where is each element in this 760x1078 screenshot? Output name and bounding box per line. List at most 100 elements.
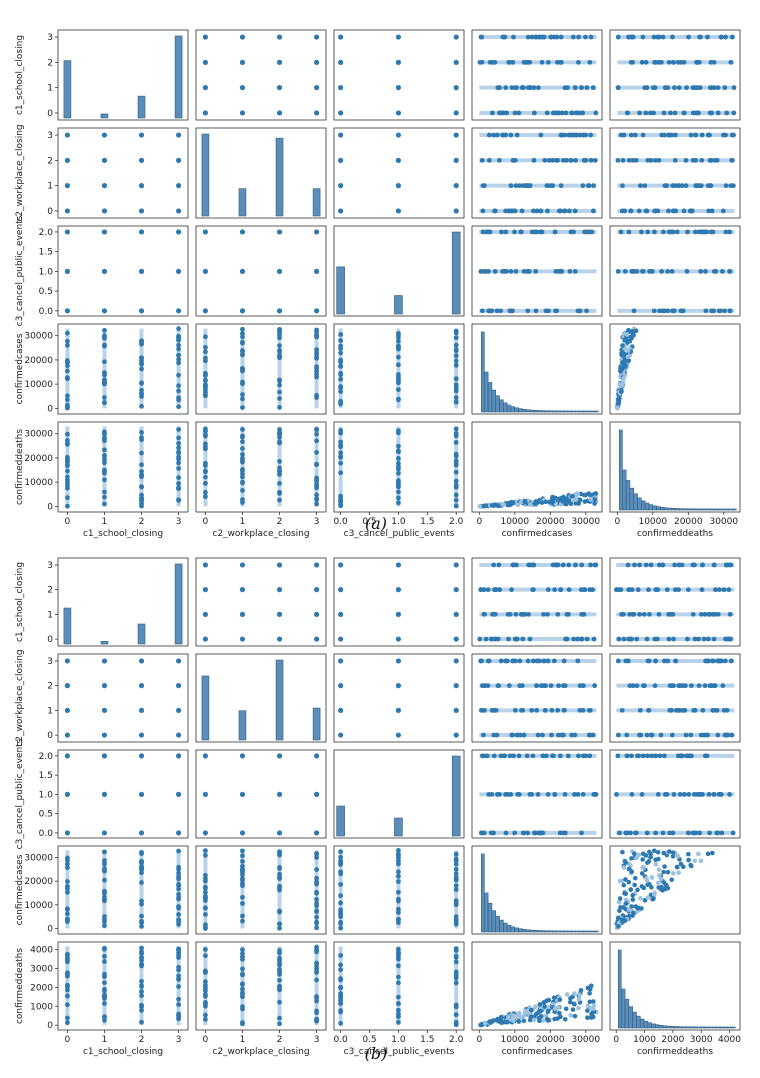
point — [615, 658, 621, 664]
panel-confirmeddeaths-vs-c3_cancel_public_events: 0.0 0.5 1.0 1.5 2.0c3_cancel_public_events — [333, 421, 465, 539]
point — [545, 611, 550, 617]
point — [203, 428, 208, 434]
point — [139, 394, 144, 399]
point — [617, 878, 623, 884]
x-axis-label: confirmeddeaths — [637, 1047, 713, 1057]
point — [692, 858, 697, 864]
panel-confirmedcases-vs-c2_workplace_closing — [195, 323, 327, 415]
x-tick-label: 4000 — [718, 1035, 741, 1045]
point — [101, 732, 108, 738]
hist-bar-tail — [506, 924, 512, 933]
point — [240, 981, 245, 987]
y-tick-label: 1 — [47, 610, 53, 620]
point — [203, 947, 208, 952]
point — [176, 848, 181, 854]
point — [715, 85, 721, 91]
point — [338, 384, 344, 389]
hist-bar-0 — [336, 266, 345, 315]
point — [65, 1020, 70, 1026]
x-axis-label: c2_workplace_closing — [212, 1047, 309, 1057]
point — [176, 874, 181, 879]
hist-bar-tail — [506, 404, 512, 413]
point — [396, 869, 401, 875]
point — [515, 502, 521, 508]
point — [585, 1003, 591, 1008]
point — [65, 376, 70, 382]
point — [641, 865, 647, 870]
point — [479, 658, 485, 664]
point — [685, 587, 691, 593]
point — [176, 357, 181, 362]
point — [139, 1004, 144, 1010]
panel-c1_school_closing-vs-c3_cancel_public_events — [333, 29, 465, 121]
point — [176, 886, 181, 892]
point — [566, 208, 572, 214]
point — [139, 978, 144, 984]
point — [102, 917, 107, 922]
point — [558, 587, 563, 593]
point — [313, 830, 320, 836]
point — [64, 732, 71, 738]
point — [526, 268, 532, 274]
point — [314, 1018, 319, 1024]
hist-bar-tail — [575, 930, 580, 933]
hist-bar-tail — [620, 988, 626, 1029]
panel-c3_cancel_public_events-vs-confirmeddeaths — [609, 749, 741, 839]
point — [614, 791, 619, 797]
point — [628, 132, 634, 138]
point — [519, 707, 524, 713]
caption-a: (a) — [365, 514, 387, 533]
point — [277, 886, 282, 891]
point — [660, 562, 665, 568]
point — [277, 957, 282, 963]
point — [240, 859, 245, 864]
point — [651, 892, 657, 898]
point — [395, 132, 402, 138]
point — [485, 658, 491, 664]
y-tick-label: 30000 — [24, 332, 53, 342]
point — [542, 1004, 547, 1009]
x-axis-label: c1_school_closing — [83, 529, 163, 539]
point — [721, 587, 727, 593]
point — [139, 849, 144, 855]
hist-bar-tail — [671, 508, 676, 511]
point — [175, 157, 182, 163]
point — [453, 683, 459, 689]
point — [671, 308, 677, 314]
hist-bar-tail — [563, 410, 569, 413]
panel-confirmedcases-vs-confirmedcases — [471, 323, 603, 415]
point — [102, 891, 107, 897]
point — [396, 1019, 401, 1025]
point — [618, 369, 623, 374]
point — [700, 707, 706, 713]
point — [672, 132, 678, 138]
point — [593, 791, 599, 797]
point — [626, 866, 632, 872]
point — [590, 208, 596, 214]
point — [277, 1021, 282, 1027]
point — [626, 907, 632, 912]
point — [590, 999, 596, 1004]
point — [176, 445, 181, 451]
point — [621, 132, 627, 138]
point — [338, 882, 344, 887]
point — [633, 875, 638, 881]
point — [583, 132, 589, 138]
point — [313, 85, 320, 91]
point — [453, 914, 459, 920]
point — [727, 611, 733, 617]
point — [589, 229, 595, 235]
point — [632, 132, 638, 138]
point — [175, 268, 182, 274]
x-tick-label: 20000 — [674, 517, 703, 527]
panel-c2_workplace_closing-vs-confirmeddeaths — [609, 653, 741, 743]
point — [176, 996, 181, 1002]
point — [396, 889, 401, 895]
point — [543, 499, 549, 505]
point — [566, 132, 572, 138]
point — [564, 611, 570, 617]
point — [65, 879, 70, 884]
point — [522, 498, 528, 504]
point — [588, 132, 594, 138]
point — [491, 753, 497, 759]
